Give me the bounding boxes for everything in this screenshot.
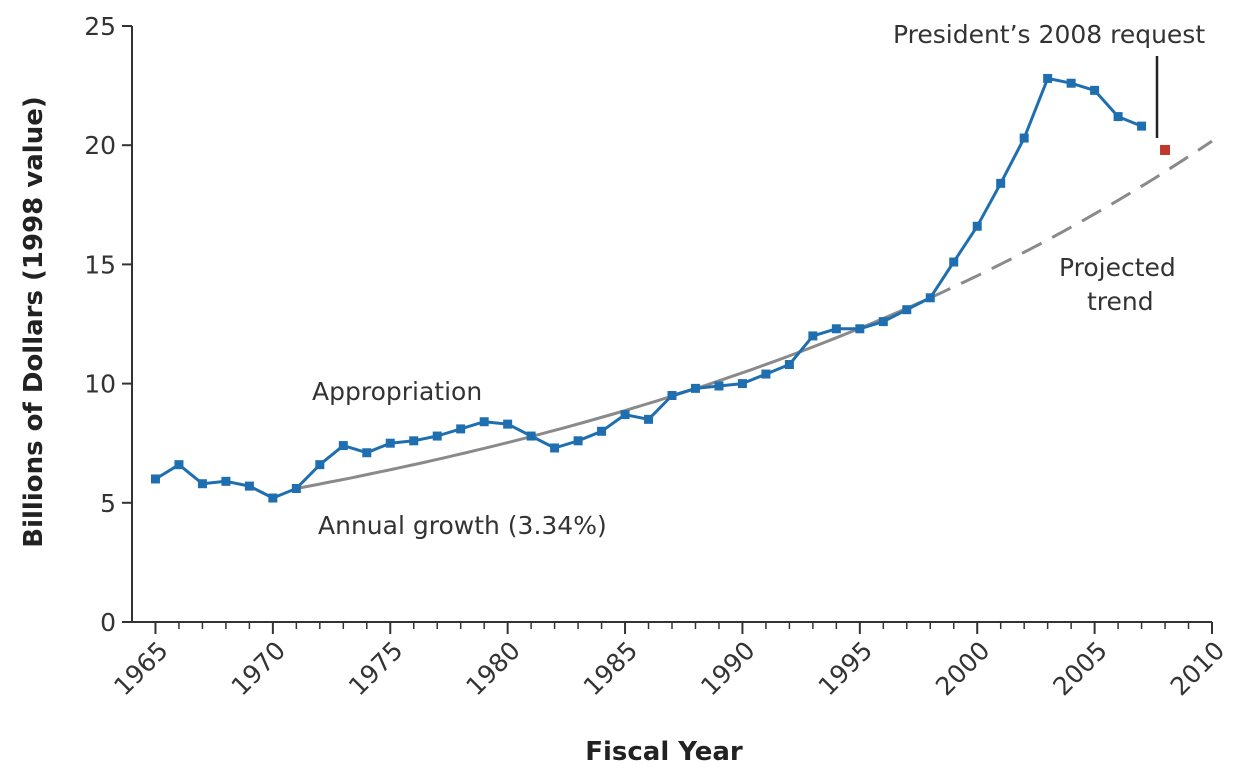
x-tick-label: 1965 [108,636,173,701]
appropriation-line [154,76,1143,500]
x-tick-label: 1975 [343,636,408,701]
appropriation-point [550,443,560,453]
appropriation-point [878,317,888,327]
plot-area [150,73,1213,503]
x-axis-title: Fiscal Year [585,737,743,767]
x-tick-label: 2010 [1165,636,1230,701]
x-tick-label: 2000 [930,636,995,701]
y-tick-label: 25 [84,12,116,41]
x-axis: 1965 1970 1975 1980 1985 1990 1995 2000 2005 2010 [108,621,1230,701]
appropriation-point [737,379,747,389]
appropriation-point [385,438,395,448]
appropriation-point [315,460,325,470]
appropriation-point [244,481,254,491]
x-tick-label: 1985 [578,636,643,701]
x-tick-label: 1995 [813,636,878,701]
appropriation-point [808,331,818,341]
appropriation-point [409,436,419,446]
appropriation-point [902,305,912,315]
y-tick-label: 0 [100,608,116,637]
appropriation-point [996,178,1006,188]
projected-label-line2: trend [1087,287,1154,316]
appropriation-point [362,448,372,458]
appropriation-point [503,419,513,429]
y-tick-label: 10 [84,370,116,399]
appropriation-point [432,431,442,441]
appropriation-point [1019,133,1029,143]
appropriation-point [1113,112,1123,122]
x-tick-label: 1990 [695,636,760,701]
appropriation-point [667,391,677,401]
y-axis: 0 5 10 15 20 25 [84,12,133,637]
appropriation-point [456,424,466,434]
appropriation-point [855,324,865,334]
appropriation-point [526,431,536,441]
x-tick-label: 1970 [226,636,291,701]
projected-trend-line [929,139,1213,300]
appropriation-point [197,479,207,489]
appropriation-point [949,257,959,267]
request-point [1160,144,1171,155]
appropriation-point [831,324,841,334]
appropriation-point [1090,85,1100,95]
y-tick-label: 20 [84,131,116,160]
projected-label-line1: Projected [1059,253,1176,282]
appropriation-point [620,410,630,420]
appropriation-label: Appropriation [312,377,482,406]
growth-label: Annual growth (3.34%) [318,511,607,540]
y-tick-label: 5 [100,489,116,518]
request-label: President’s 2008 request [893,20,1205,49]
appropriation-point [972,221,982,231]
y-axis-title: Billions of Dollars (1998 value) [19,96,49,547]
appropriation-point [644,414,654,424]
x-tick-label: 2005 [1047,636,1112,701]
appropriation-point [573,436,583,446]
appropriation-point [338,441,348,451]
appropriation-point [1066,78,1076,88]
appropriation-point [150,474,160,484]
appropriation-point [690,383,700,393]
x-tick-label: 1980 [460,636,525,701]
appropriation-point [479,417,489,427]
appropriation-point [714,381,724,391]
appropriation-point [291,483,301,493]
appropriation-point [174,460,184,470]
y-tick-label: 15 [84,250,116,279]
appropriation-point [925,293,935,303]
appropriation-point [784,360,794,370]
appropriation-point [597,426,607,436]
appropriation-point [221,476,231,486]
appropriation-point [1043,73,1053,83]
appropriation-point [268,493,278,503]
growth-trend-line [296,296,931,490]
appropriation-point [1137,121,1147,131]
appropriation-point [761,369,771,379]
